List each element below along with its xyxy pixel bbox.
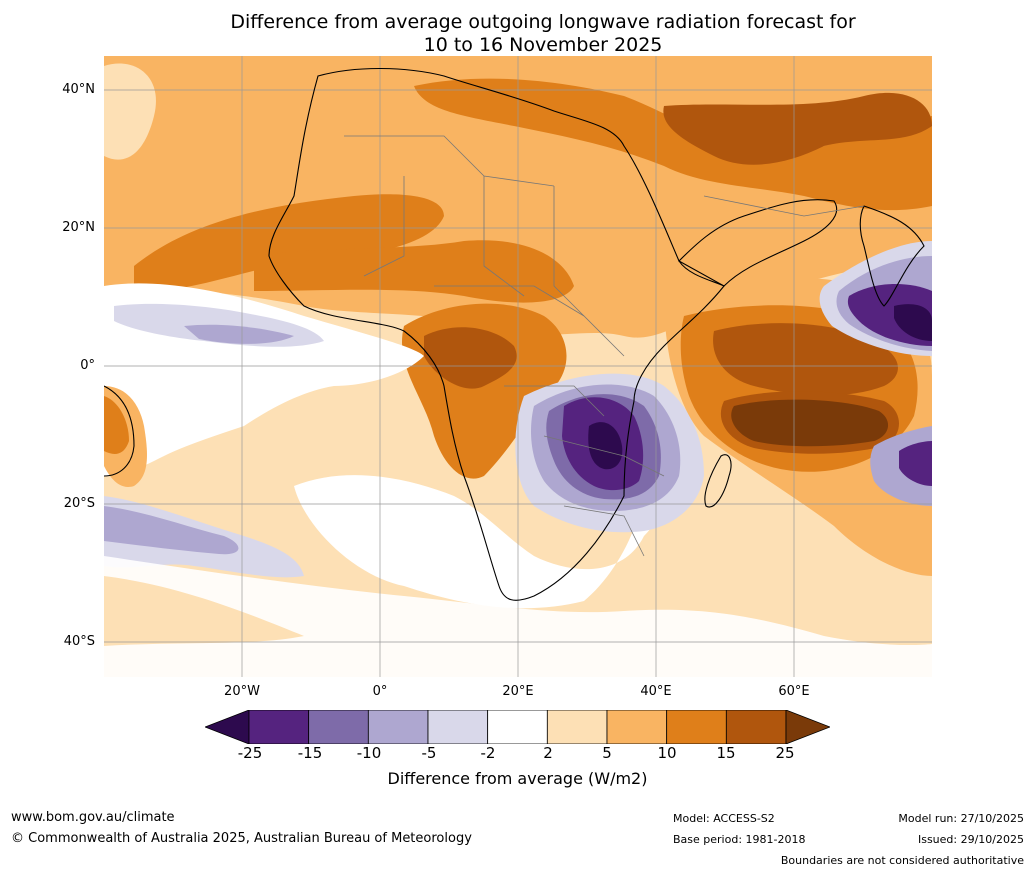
field-southeast-cool-core bbox=[899, 441, 932, 486]
field-sahel-dark bbox=[254, 240, 574, 303]
lon-label-40e: 40°E bbox=[640, 684, 672, 699]
colorbar-tick: 2 bbox=[543, 744, 553, 762]
coast-madagascar bbox=[704, 454, 732, 508]
coastlines bbox=[104, 67, 925, 601]
colorbar bbox=[205, 710, 830, 744]
chart-title-line2: 10 to 16 November 2025 bbox=[423, 34, 663, 56]
field-sadc-cool-5 bbox=[588, 422, 623, 470]
colorbar-segment bbox=[487, 710, 548, 744]
coast-india bbox=[859, 205, 925, 307]
colorbar-tick: 25 bbox=[775, 744, 795, 762]
lat-label-40s: 40°S bbox=[63, 634, 95, 649]
field-north-light-patch bbox=[104, 63, 156, 160]
field-north-dark-1 bbox=[134, 194, 444, 292]
colorbar-segment bbox=[725, 710, 787, 744]
field-south-neutral bbox=[294, 475, 659, 609]
colorbar-tick: -5 bbox=[421, 744, 437, 762]
field-west-atlantic-warm-core bbox=[104, 396, 129, 454]
lon-label-20e: 20°E bbox=[502, 684, 534, 699]
model-run-date: Model run: 27/10/2025 bbox=[898, 812, 1024, 825]
coast-arabia bbox=[678, 199, 838, 287]
copyright-text: © Commonwealth of Australia 2025, Austra… bbox=[11, 831, 472, 846]
colorbar-tick: -2 bbox=[480, 744, 496, 762]
lat-label-0: 0° bbox=[80, 358, 95, 373]
colorbar-tick: 15 bbox=[716, 744, 736, 762]
field-bay-cool-4 bbox=[894, 304, 932, 341]
colorbar-segment bbox=[546, 710, 608, 744]
colorbar-extend-low bbox=[205, 710, 250, 744]
country-borders bbox=[344, 135, 865, 557]
lon-label-20w: 20°W bbox=[224, 684, 260, 699]
lat-label-20s: 20°S bbox=[63, 496, 95, 511]
lon-label-60e: 60°E bbox=[778, 684, 810, 699]
coast-africa bbox=[268, 67, 725, 601]
colorbar-title: Difference from average (W/m2) bbox=[387, 769, 648, 788]
field-indian-darkest bbox=[731, 399, 889, 447]
colorbar-tick: -25 bbox=[237, 744, 263, 762]
colorbar-tick: -15 bbox=[297, 744, 323, 762]
colorbar-segment bbox=[427, 710, 489, 744]
colorbar-segment bbox=[606, 710, 668, 744]
coast-america bbox=[104, 385, 135, 477]
website-link[interactable]: www.bom.gov.au/climate bbox=[11, 810, 175, 825]
lat-label-40n: 40°N bbox=[62, 82, 95, 97]
field-southern-light bbox=[104, 576, 304, 646]
lon-label-0: 0° bbox=[372, 684, 388, 699]
field-north-dark-2 bbox=[414, 78, 932, 211]
colorbar-segment bbox=[308, 710, 369, 744]
field-west-cool-2 bbox=[184, 324, 294, 344]
boundaries-disclaimer: Boundaries are not considered authoritat… bbox=[780, 854, 1024, 867]
colorbar-extend-high bbox=[785, 710, 830, 744]
issued-date: Issued: 29/10/2025 bbox=[917, 833, 1024, 846]
grid-lines bbox=[104, 56, 932, 677]
field-north-darker bbox=[663, 92, 932, 165]
field-central-africa-core bbox=[424, 327, 517, 389]
colorbar-tick: 5 bbox=[602, 744, 612, 762]
chart-title-line1: Difference from average outgoing longwav… bbox=[230, 11, 856, 33]
colorbar-segment bbox=[248, 710, 310, 744]
olr-anomaly-map bbox=[104, 56, 932, 677]
colorbar-segment bbox=[666, 710, 727, 744]
field-south-cool-2 bbox=[104, 506, 239, 555]
base-period: Base period: 1981-2018 bbox=[673, 833, 806, 846]
field-indian-darker bbox=[713, 323, 898, 396]
colorbar-tick: -10 bbox=[356, 744, 382, 762]
colorbar-tick: 10 bbox=[657, 744, 677, 762]
colorbar-segment bbox=[367, 710, 429, 744]
model-name: Model: ACCESS-S2 bbox=[673, 812, 775, 825]
lat-label-20n: 20°N bbox=[62, 220, 95, 235]
